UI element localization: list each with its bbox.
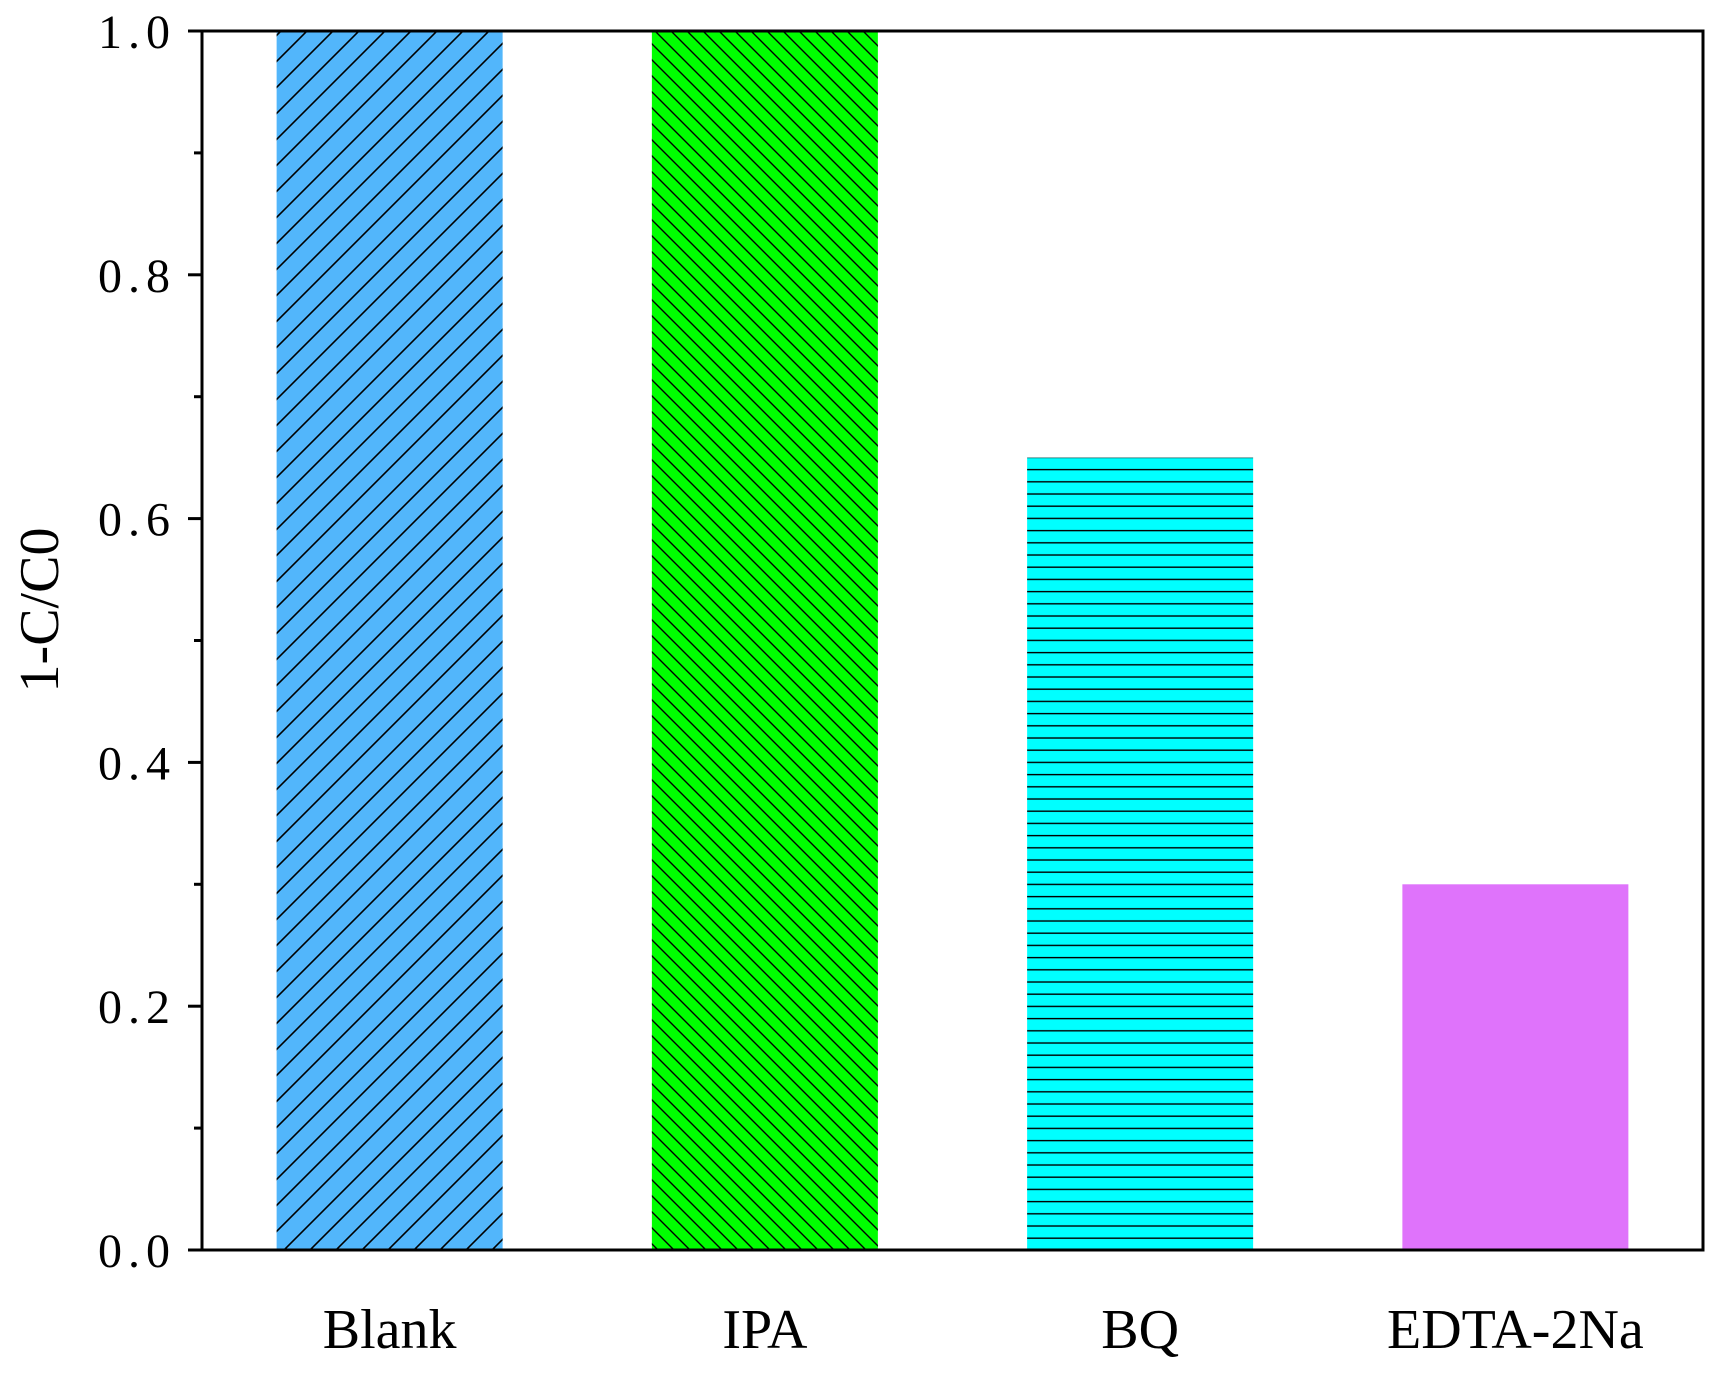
bar-edta-2na [1402,884,1629,1250]
bar-hatch-ipa [651,31,878,1250]
y-tick-label: 0.8 [98,250,176,303]
y-tick-label: 1.0 [98,6,176,59]
bars-layer [276,31,1629,1250]
bar-hatch-blank [276,31,503,1250]
y-tick-label: 0.6 [98,494,176,547]
x-tick-label-edta-2na: EDTA-2Na [1387,1299,1644,1361]
y-tick-label: 0.4 [98,737,176,790]
x-tick-label-bq: BQ [1101,1299,1179,1361]
x-tick-label-blank: Blank [323,1299,457,1361]
bar-hatch-bq [1027,457,1254,1250]
y-tick-label: 0.0 [98,1225,176,1278]
labels-layer: 1-C/C0 Blank IPA BQ EDTA-2Na 0.0 0.2 0.4 0.6 0.8… [9,6,1644,1361]
axes-layer [188,29,1705,1252]
y-axis-title: 1-C/C0 [9,528,71,693]
x-tick-label-ipa: IPA [722,1299,808,1361]
y-tick-label: 0.2 [98,981,176,1034]
